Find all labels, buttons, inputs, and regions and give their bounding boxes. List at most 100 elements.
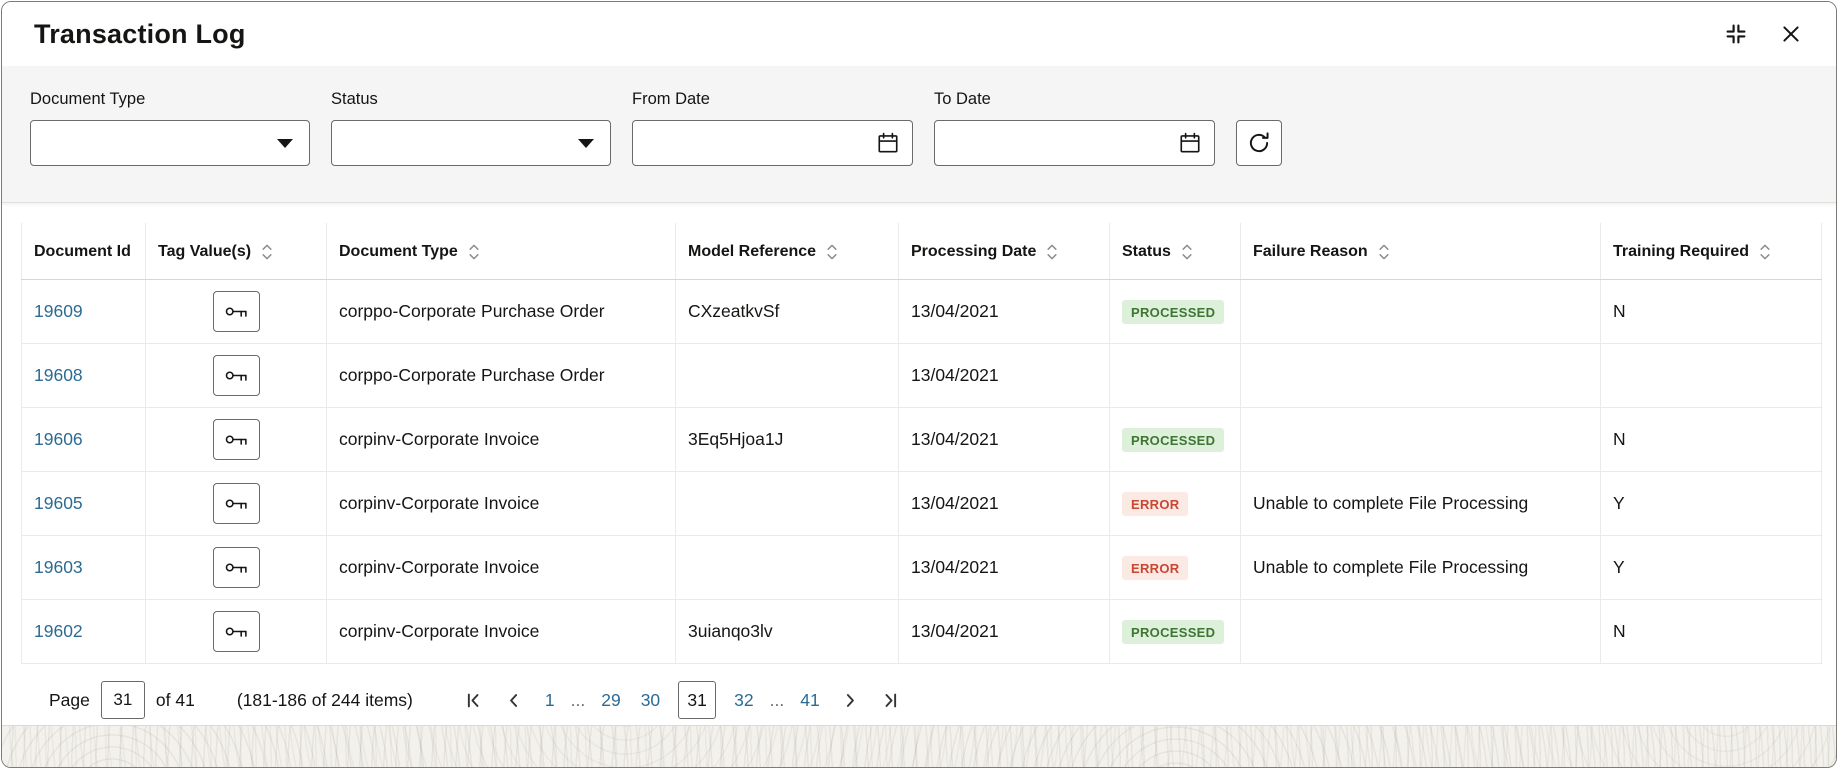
- from-date-calendar-button[interactable]: [874, 129, 902, 157]
- close-button[interactable]: [1776, 19, 1806, 49]
- model-reference-cell: 3uianqo3lv: [675, 599, 899, 664]
- page-label: Page: [49, 689, 90, 710]
- to-date-inputbox: [934, 120, 1215, 166]
- table-row: 19605 corpinv-Corporate Invoice 13/04/2021…: [21, 471, 1822, 536]
- from-date-input[interactable]: [645, 132, 874, 154]
- table-row: 19608 corppo-Corporate Purchase Order 13/0…: [21, 343, 1822, 408]
- column-header-model-reference[interactable]: Model Reference: [675, 223, 899, 280]
- page-number-input[interactable]: [100, 681, 145, 719]
- last-page-button[interactable]: [872, 681, 910, 719]
- document-id-link[interactable]: 19602: [34, 621, 83, 641]
- chevron-left-icon: [510, 693, 518, 707]
- column-header-document-type[interactable]: Document Type: [326, 223, 676, 280]
- failure-reason-cell: Unable to complete File Processing: [1240, 535, 1601, 600]
- status-select[interactable]: [331, 120, 611, 166]
- to-date-label: To Date: [934, 90, 991, 108]
- page-link[interactable]: 29: [601, 689, 621, 710]
- sort-icon[interactable]: [1181, 242, 1193, 262]
- document-type-cell: corpinv-Corporate Invoice: [326, 407, 676, 472]
- document-type-cell: corppo-Corporate Purchase Order: [326, 343, 676, 408]
- model-reference-cell: 3Eq5Hjoa1J: [675, 407, 899, 472]
- tag-values-cell: [145, 599, 327, 664]
- column-label: Model Reference: [688, 242, 817, 260]
- transaction-table: Document Id Tag Value(s) Document Type Mode…: [21, 223, 1822, 664]
- tag-values-button[interactable]: [212, 291, 260, 332]
- column-header-document-id: Document Id: [21, 223, 146, 280]
- to-date-field: To Date: [934, 90, 1215, 166]
- status-cell: ERROR: [1109, 535, 1241, 600]
- status-badge: PROCESSED: [1122, 427, 1225, 452]
- sort-icon[interactable]: [261, 242, 273, 262]
- column-header-failure-reason[interactable]: Failure Reason: [1240, 223, 1601, 280]
- first-page-button[interactable]: [455, 681, 493, 719]
- tag-values-button[interactable]: [212, 547, 260, 588]
- page-link[interactable]: 1: [544, 689, 555, 710]
- failure-reason-cell: [1240, 279, 1601, 344]
- column-header-status[interactable]: Status: [1109, 223, 1241, 280]
- tag-icon: [225, 499, 247, 509]
- column-header-training-required[interactable]: Training Required: [1600, 223, 1822, 280]
- document-id-cell: 19605: [21, 471, 146, 536]
- tag-icon: [225, 307, 247, 317]
- last-page-icon: [885, 693, 897, 707]
- document-id-link[interactable]: 19605: [34, 493, 83, 513]
- from-date-label: From Date: [632, 90, 710, 108]
- table-row: 19602 corpinv-Corporate Invoice 3uianqo3lv…: [21, 599, 1822, 664]
- chevron-down-icon: [578, 138, 594, 148]
- filter-bar: Document Type Status From Date: [2, 66, 1836, 203]
- column-header-processing-date[interactable]: Processing Date: [898, 223, 1110, 280]
- tag-values-button[interactable]: [212, 611, 260, 652]
- document-type-select[interactable]: [30, 120, 310, 166]
- tag-values-cell: [145, 279, 327, 344]
- processing-date-cell: 13/04/2021: [898, 599, 1110, 664]
- status-cell: PROCESSED: [1109, 279, 1241, 344]
- sort-icon[interactable]: [1046, 242, 1058, 262]
- document-id-link[interactable]: 19606: [34, 429, 83, 449]
- to-date-calendar-button[interactable]: [1176, 129, 1204, 157]
- sort-icon[interactable]: [468, 242, 480, 262]
- column-label: Tag Value(s): [158, 242, 252, 260]
- tag-values-button[interactable]: [212, 483, 260, 524]
- document-type-cell: corppo-Corporate Purchase Order: [326, 279, 676, 344]
- status-label: Status: [331, 90, 378, 108]
- from-date-field: From Date: [632, 90, 913, 166]
- close-icon: [1783, 26, 1799, 42]
- document-id-cell: 19606: [21, 407, 146, 472]
- document-type-field: Document Type: [30, 90, 310, 166]
- document-id-link[interactable]: 19609: [34, 301, 83, 321]
- processing-date-cell: 13/04/2021: [898, 471, 1110, 536]
- tag-icon: [225, 627, 247, 637]
- training-required-cell: N: [1600, 407, 1822, 472]
- model-reference-cell: [675, 343, 899, 408]
- page-of-label: of 41: [155, 689, 195, 710]
- model-reference-cell: [675, 535, 899, 600]
- sort-icon[interactable]: [1759, 242, 1771, 262]
- document-id-cell: 19603: [21, 535, 146, 600]
- calendar-icon: [1180, 132, 1200, 153]
- column-label: Document Id: [34, 242, 131, 260]
- page-link[interactable]: 30: [640, 689, 661, 710]
- tag-values-button[interactable]: [212, 355, 260, 396]
- status-badge: ERROR: [1122, 491, 1189, 516]
- previous-page-button[interactable]: [495, 681, 533, 719]
- refresh-button[interactable]: [1236, 120, 1282, 166]
- document-type-cell: corpinv-Corporate Invoice: [326, 599, 676, 664]
- sort-icon[interactable]: [1378, 242, 1390, 262]
- document-id-cell: 19608: [21, 343, 146, 408]
- document-id-link[interactable]: 19603: [34, 557, 83, 577]
- refresh-icon: [1249, 132, 1269, 153]
- tag-values-button[interactable]: [212, 419, 260, 460]
- page-current: 31: [678, 681, 717, 719]
- calendar-icon: [878, 132, 898, 153]
- column-header-tag-value-s[interactable]: Tag Value(s): [145, 223, 327, 280]
- page-link[interactable]: 32: [734, 689, 754, 710]
- status-cell: [1109, 343, 1241, 408]
- collapse-window-button[interactable]: [1720, 18, 1752, 50]
- to-date-input[interactable]: [947, 132, 1176, 154]
- document-id-link[interactable]: 19608: [34, 365, 83, 385]
- status-cell: PROCESSED: [1109, 599, 1241, 664]
- failure-reason-cell: Unable to complete File Processing: [1240, 471, 1601, 536]
- next-page-button[interactable]: [832, 681, 870, 719]
- sort-icon[interactable]: [826, 242, 838, 262]
- page-link[interactable]: 41: [800, 689, 820, 710]
